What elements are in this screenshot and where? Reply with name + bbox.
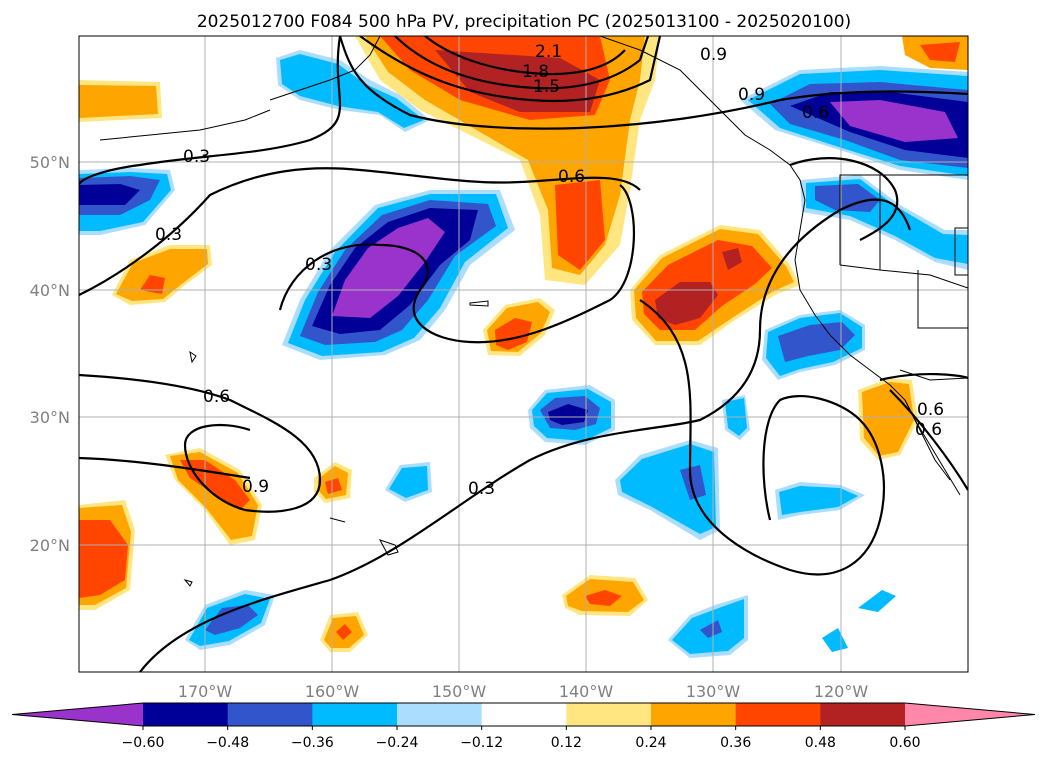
colorbar-swatch bbox=[735, 703, 821, 726]
colorbar-tick-label: 0.24 bbox=[635, 735, 666, 751]
contour-label: 0.6 bbox=[802, 103, 829, 123]
colorbar-tick-label: −0.48 bbox=[206, 735, 249, 751]
lon-label: 160°W bbox=[305, 682, 360, 701]
contour-labels: 2.1 1.8 1.5 0.9 0.9 0.6 0.6 0.3 0.3 0.3 … bbox=[155, 42, 944, 499]
contour-label: 0.9 bbox=[738, 85, 765, 105]
colorbar-extend-low bbox=[12, 703, 143, 726]
lat-labels: 50°N 40°N 30°N 20°N bbox=[30, 153, 70, 555]
contour-label: 0.6 bbox=[917, 400, 944, 420]
contour-label: 0.3 bbox=[468, 479, 495, 499]
colorbar-swatch bbox=[227, 703, 313, 726]
coastlines bbox=[99, 36, 968, 587]
contour-label: 1.8 bbox=[522, 62, 549, 82]
colorbar-tick-label: 0.60 bbox=[889, 735, 920, 751]
colorbar-swatch bbox=[397, 703, 483, 726]
colorbar: −0.60 −0.48 −0.36 −0.24 −0.12 0.12 0.24 0.36 0.4… bbox=[11, 702, 1036, 751]
contour-label: 0.6 bbox=[915, 420, 942, 440]
lat-label: 50°N bbox=[30, 153, 70, 172]
contour-label: 0.3 bbox=[305, 255, 332, 275]
contour-label: 1.5 bbox=[533, 77, 560, 97]
contour-label: 0.6 bbox=[558, 167, 585, 187]
colorbar-swatch bbox=[481, 703, 567, 726]
contour-label: 0.3 bbox=[183, 147, 210, 167]
colorbar-swatch bbox=[566, 703, 652, 726]
contour-label: 2.1 bbox=[535, 42, 562, 62]
pv-contours bbox=[79, 36, 968, 672]
colorbar-swatch bbox=[143, 703, 229, 726]
lat-label: 30°N bbox=[30, 408, 70, 427]
colorbar-swatch bbox=[312, 703, 398, 726]
figure-title: 2025012700 F084 500 hPa PV, precipitatio… bbox=[197, 12, 851, 32]
lat-label: 20°N bbox=[30, 536, 70, 555]
contour-label: 0.6 bbox=[203, 387, 230, 407]
colorbar-tick-label: 0.36 bbox=[720, 735, 751, 751]
contour-label: 0.9 bbox=[242, 477, 269, 497]
lat-label: 40°N bbox=[30, 281, 70, 300]
colorbar-tick-label: −0.60 bbox=[122, 735, 165, 751]
lon-label: 150°W bbox=[432, 682, 487, 701]
contour-label: 0.3 bbox=[155, 225, 182, 245]
colorbar-tick-label: 0.12 bbox=[551, 735, 582, 751]
lon-label: 170°W bbox=[178, 682, 233, 701]
colorbar-swatch bbox=[651, 703, 737, 726]
colorbar-tick-label: −0.12 bbox=[460, 735, 503, 751]
colorbar-tick-label: −0.36 bbox=[291, 735, 334, 751]
lon-labels: 170°W 160°W 150°W 140°W 130°W 120°W bbox=[178, 682, 869, 701]
lon-label: 130°W bbox=[686, 682, 741, 701]
colorbar-swatch bbox=[820, 703, 906, 726]
lon-label: 140°W bbox=[559, 682, 614, 701]
graticule bbox=[79, 36, 968, 672]
contour-label: 0.9 bbox=[700, 45, 727, 65]
map-panel: 2.1 1.8 1.5 0.9 0.9 0.6 0.6 0.3 0.3 0.3 … bbox=[30, 35, 969, 701]
colorbar-tick-label: −0.24 bbox=[376, 735, 419, 751]
lon-label: 120°W bbox=[814, 682, 869, 701]
colorbar-extend-high bbox=[905, 703, 1035, 726]
colorbar-tick-label: 0.48 bbox=[805, 735, 836, 751]
